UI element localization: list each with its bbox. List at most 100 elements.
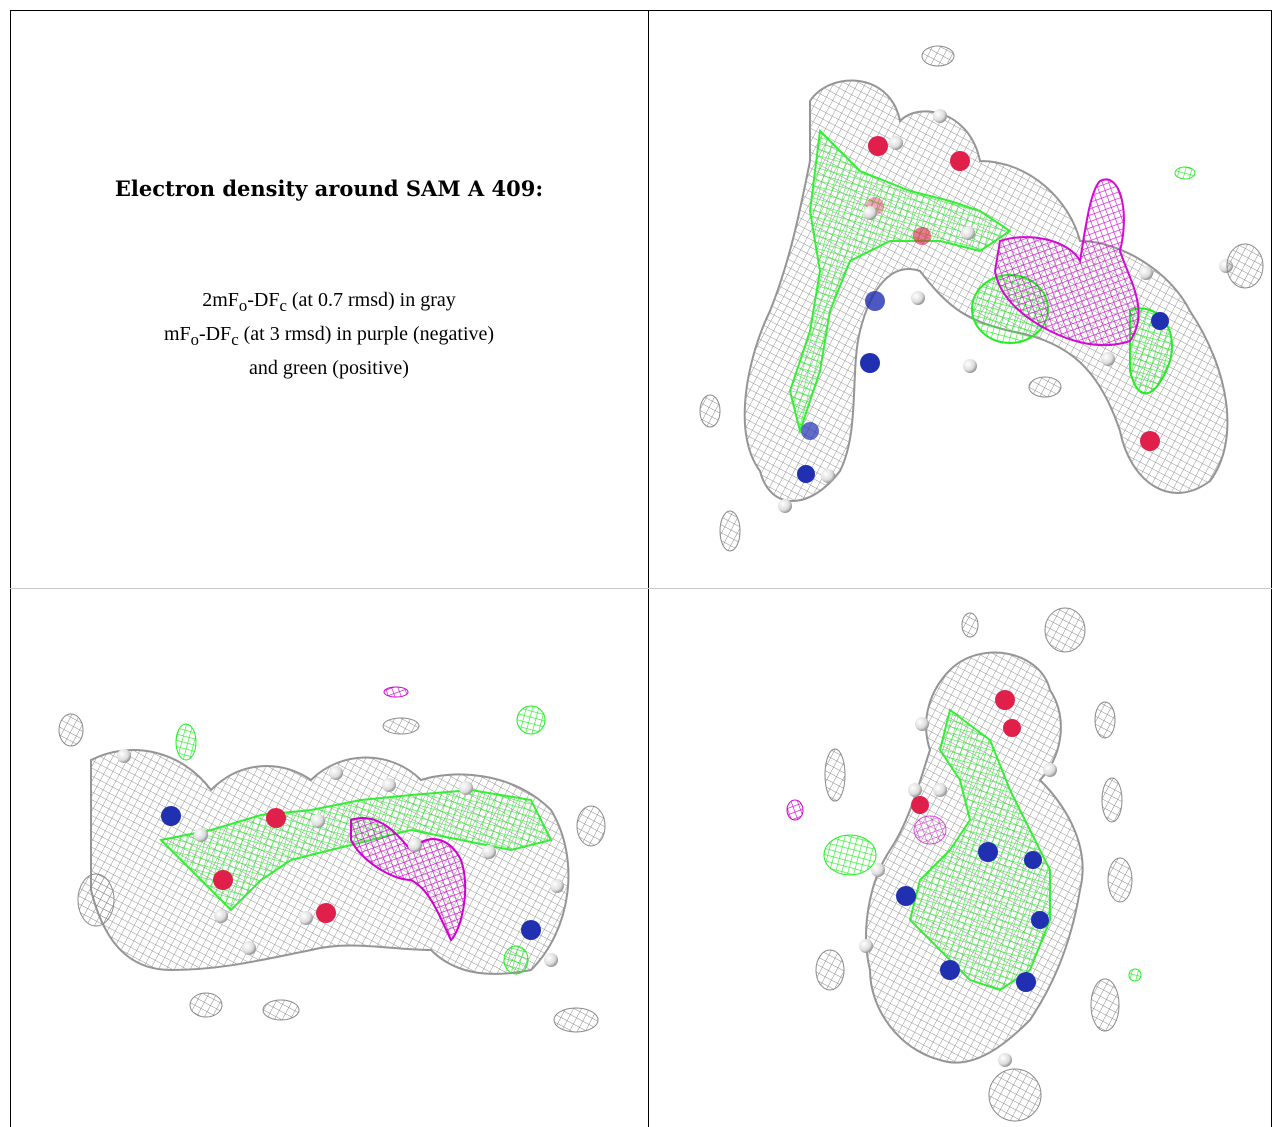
hydrogen-atom [1043, 763, 1057, 777]
view-bottom-right [650, 590, 1270, 1126]
mesh-fragment [1090, 978, 1120, 1032]
hydrogen-atom [863, 206, 877, 220]
nitrogen-atom [940, 960, 960, 980]
nitrogen-atom [860, 353, 880, 373]
hydrogen-atom [859, 939, 873, 953]
oxygen-atom [213, 870, 233, 890]
mesh-fragment [382, 717, 420, 735]
nitrogen-atom [865, 291, 885, 311]
mesh-fragment [1174, 166, 1196, 180]
hydrogen-atom [459, 781, 473, 795]
mesh-fragment [58, 713, 84, 747]
mesh-fragment [921, 45, 955, 67]
hydrogen-atom [915, 717, 929, 731]
hydrogen-atom [908, 783, 922, 797]
gray-density-mesh [90, 749, 570, 975]
hydrogen-atom [889, 136, 903, 150]
density-render-bottom-right [786, 607, 1142, 1122]
hydrogen-atom [911, 291, 925, 305]
hydrogen-atom [1139, 266, 1153, 280]
hydrogen-atom [778, 499, 792, 513]
row-divider [10, 588, 1272, 589]
mesh-fragment [1101, 777, 1123, 823]
middle-divider [648, 10, 649, 1127]
view-top-right [650, 11, 1270, 587]
oxygen-atom [995, 690, 1015, 710]
hydrogen-atom [961, 226, 975, 240]
hydrogen-atom [117, 749, 131, 763]
mesh-fragment [77, 873, 115, 927]
density-render-bottom-left [58, 686, 606, 1033]
hydrogen-atom [933, 783, 947, 797]
nitrogen-atom [1024, 851, 1042, 869]
hydrogen-atom [933, 109, 947, 123]
purple-density-mesh [993, 178, 1140, 347]
mesh-fragment [503, 945, 529, 975]
hydrogen-atom [550, 879, 564, 893]
mesh-fragment [824, 748, 846, 802]
figure-frame: Electron density around SAM A 409: 2mFo-… [10, 10, 1272, 1127]
hydrogen-atom [821, 469, 835, 483]
mesh-fragment [1107, 857, 1133, 903]
hydrogen-atom [1101, 352, 1115, 366]
nitrogen-atom [1031, 911, 1049, 929]
mesh-fragment [988, 1068, 1042, 1122]
mesh-fragment [262, 999, 300, 1021]
legend-line-fofc: mFo-DFc (at 3 rmsd) in purple (negative) [163, 323, 495, 349]
nitrogen-atom [161, 806, 181, 826]
nitrogen-atom [521, 920, 541, 940]
oxygen-atom [950, 151, 970, 171]
mesh-fragment [553, 1007, 599, 1033]
hydrogen-atom [963, 359, 977, 373]
mesh-fragment [719, 510, 741, 552]
nitrogen-atom [801, 422, 819, 440]
oxygen-atom [1140, 431, 1160, 451]
oxygen-atom [868, 136, 888, 156]
hydrogen-atom [871, 863, 885, 877]
mesh-fragment [815, 949, 845, 991]
density-render-top-right [699, 45, 1264, 552]
oxygen-atom [913, 227, 931, 245]
left-border [10, 10, 11, 1127]
nitrogen-atom [978, 842, 998, 862]
mesh-fragment [1226, 243, 1264, 289]
figure-title: Electron density around SAM A 409: [114, 176, 544, 201]
mesh-fragment [961, 612, 979, 638]
nitrogen-atom [1151, 312, 1169, 330]
mesh-fragment [1128, 968, 1142, 982]
hydrogen-atom [544, 953, 558, 967]
top-border [10, 10, 1272, 11]
mesh-fragment [189, 992, 223, 1018]
oxygen-atom [316, 903, 336, 923]
nitrogen-atom [1016, 972, 1036, 992]
green-density-mesh [158, 788, 553, 912]
hydrogen-atom [382, 778, 396, 792]
hydrogen-atom [408, 838, 422, 852]
nitrogen-atom [896, 886, 916, 906]
mesh-fragment [1044, 607, 1086, 653]
nitrogen-atom [797, 465, 815, 483]
hydrogen-atom [311, 814, 325, 828]
legend-text: 2mFo-DFc (at 0.7 rmsd) in gray mFo-DFc (… [10, 286, 648, 382]
view-bottom-left [11, 590, 647, 1126]
right-border [1271, 10, 1272, 1127]
green-density-mesh [788, 128, 1012, 435]
caption-cell: Electron density around SAM A 409: 2mFo-… [10, 10, 648, 588]
oxygen-atom [1003, 719, 1021, 737]
legend-line-colors: and green (positive) [249, 357, 409, 379]
hydrogen-atom [214, 909, 228, 923]
hydrogen-atom [329, 766, 343, 780]
hydrogen-atom [998, 1053, 1012, 1067]
mesh-fragment [1094, 701, 1116, 739]
hydrogen-atom [482, 845, 496, 859]
mesh-fragment [576, 805, 606, 847]
mesh-fragment [823, 834, 877, 876]
hydrogen-atom [242, 941, 256, 955]
legend-line-2fofc: 2mFo-DFc (at 0.7 rmsd) in gray [202, 289, 456, 315]
purple-density-mesh [350, 817, 467, 942]
hydrogen-atom [299, 911, 313, 925]
mesh-fragment [1028, 376, 1062, 398]
mesh-fragment [383, 686, 409, 698]
mesh-fragment [175, 723, 197, 761]
purple-density-mesh [913, 815, 947, 845]
